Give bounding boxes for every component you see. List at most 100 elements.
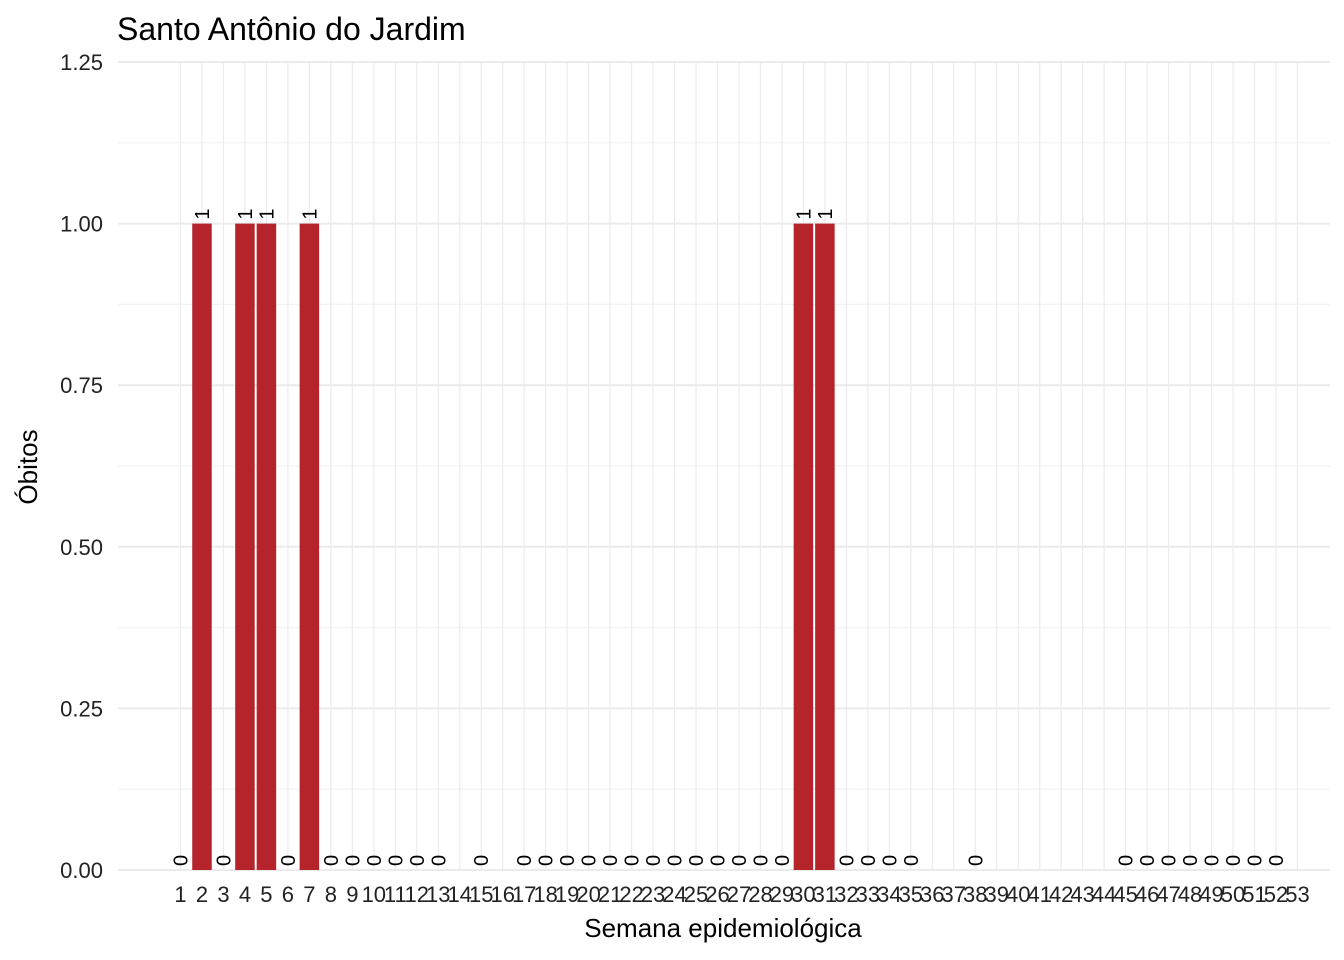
y-axis-title: Óbitos xyxy=(13,429,43,504)
bar-value-label: 0 xyxy=(965,855,987,866)
bar-value-label: 0 xyxy=(1223,855,1245,866)
bar-value-label: 0 xyxy=(858,855,880,866)
x-tick-label: 49 xyxy=(1199,882,1223,907)
x-tick-label: 22 xyxy=(619,882,643,907)
bar-value-label: 0 xyxy=(1137,855,1159,866)
x-tick-label: 23 xyxy=(641,882,665,907)
x-tick-label: 51 xyxy=(1242,882,1266,907)
x-tick-label: 40 xyxy=(1006,882,1030,907)
bar xyxy=(299,223,320,871)
x-tick-label: 1 xyxy=(174,882,186,907)
x-tick-label: 12 xyxy=(405,882,429,907)
bar-value-label: 1 xyxy=(192,208,214,219)
x-tick-label: 39 xyxy=(984,882,1008,907)
bar-value-label: 0 xyxy=(600,855,622,866)
bar-value-label: 0 xyxy=(901,855,923,866)
x-tick-label: 46 xyxy=(1135,882,1159,907)
x-tick-label: 5 xyxy=(260,882,272,907)
bar-value-label: 0 xyxy=(643,855,665,866)
bar-value-label: 1 xyxy=(256,208,278,219)
bar-value-label: 0 xyxy=(750,855,772,866)
x-tick-label: 29 xyxy=(770,882,794,907)
bar-value-label: 0 xyxy=(514,855,536,866)
x-tick-label: 41 xyxy=(1027,882,1051,907)
bar-value-label: 0 xyxy=(1116,855,1138,866)
bar-value-label: 0 xyxy=(772,855,794,866)
x-tick-label: 14 xyxy=(447,882,471,907)
x-tick-label: 9 xyxy=(346,882,358,907)
x-tick-label: 2 xyxy=(196,882,208,907)
x-tick-label: 25 xyxy=(684,882,708,907)
x-tick-label: 45 xyxy=(1113,882,1137,907)
x-tick-label: 28 xyxy=(748,882,772,907)
y-tick-label: 0.75 xyxy=(60,373,103,398)
y-tick-label: 1.25 xyxy=(60,50,103,75)
bar xyxy=(235,223,255,871)
bar xyxy=(192,223,212,871)
y-axis-ticks: 0.00 0.25 0.50 0.75 1.00 1.25 xyxy=(60,50,103,883)
x-tick-label: 27 xyxy=(727,882,751,907)
bar-value-label: 0 xyxy=(385,855,407,866)
bar-value-label: 0 xyxy=(342,855,364,866)
bar-value-label: 1 xyxy=(299,208,321,219)
bar-value-label: 0 xyxy=(321,855,343,866)
x-tick-label: 48 xyxy=(1178,882,1202,907)
bar-value-label: 0 xyxy=(1159,855,1181,866)
bar xyxy=(256,223,277,871)
x-tick-label: 42 xyxy=(1049,882,1073,907)
bar-value-label: 0 xyxy=(213,855,235,866)
bar-value-label: 1 xyxy=(793,208,815,219)
bar-value-label: 1 xyxy=(235,208,257,219)
bar-value-label: 0 xyxy=(686,855,708,866)
x-tick-label: 19 xyxy=(555,882,579,907)
y-tick-label: 1.00 xyxy=(60,212,103,237)
x-tick-label: 7 xyxy=(303,882,315,907)
x-tick-label: 21 xyxy=(598,882,622,907)
bar-value-label: 0 xyxy=(1245,855,1267,866)
x-tick-label: 20 xyxy=(576,882,600,907)
x-tick-label: 3 xyxy=(217,882,229,907)
bar-value-label: 0 xyxy=(879,855,901,866)
x-tick-label: 18 xyxy=(533,882,557,907)
x-tick-label: 26 xyxy=(705,882,729,907)
grid-lines xyxy=(118,61,1330,871)
x-tick-label: 16 xyxy=(490,882,514,907)
bar-value-label: 0 xyxy=(536,855,558,866)
y-tick-label: 0.50 xyxy=(60,535,103,560)
bar-value-label: 0 xyxy=(708,855,730,866)
x-tick-label: 43 xyxy=(1070,882,1094,907)
bar-value-label: 0 xyxy=(836,855,858,866)
x-tick-label: 47 xyxy=(1156,882,1180,907)
bar-value-label: 0 xyxy=(622,855,644,866)
x-tick-label: 17 xyxy=(512,882,536,907)
x-tick-label: 32 xyxy=(834,882,858,907)
bar-value-label: 0 xyxy=(729,855,751,866)
x-tick-label: 4 xyxy=(239,882,251,907)
x-tick-label: 6 xyxy=(282,882,294,907)
x-tick-label: 52 xyxy=(1264,882,1288,907)
x-tick-label: 50 xyxy=(1221,882,1245,907)
x-tick-label: 36 xyxy=(920,882,944,907)
y-tick-label: 0.00 xyxy=(60,858,103,883)
x-axis-ticks: 1 2 3 4 5 6 7 8 9 1011121314151617181920212223242… xyxy=(174,882,1309,907)
bar-value-label: 0 xyxy=(428,855,450,866)
x-tick-label: 37 xyxy=(942,882,966,907)
bar-value-label: 0 xyxy=(171,855,193,866)
x-tick-label: 15 xyxy=(469,882,493,907)
bar-value-label: 0 xyxy=(278,855,300,866)
bar-value-label: 0 xyxy=(1180,855,1202,866)
bar-value-label: 0 xyxy=(407,855,429,866)
bar-value-label: 0 xyxy=(364,855,386,866)
bar-value-label: 0 xyxy=(1202,855,1224,866)
x-tick-label: 38 xyxy=(963,882,987,907)
bar xyxy=(815,223,835,871)
y-tick-label: 0.25 xyxy=(60,696,103,721)
x-tick-label: 44 xyxy=(1092,882,1116,907)
x-tick-label: 35 xyxy=(899,882,923,907)
x-tick-label: 8 xyxy=(325,882,337,907)
x-tick-label: 34 xyxy=(877,882,901,907)
x-tick-label: 30 xyxy=(791,882,815,907)
bar-value-label: 0 xyxy=(579,855,601,866)
